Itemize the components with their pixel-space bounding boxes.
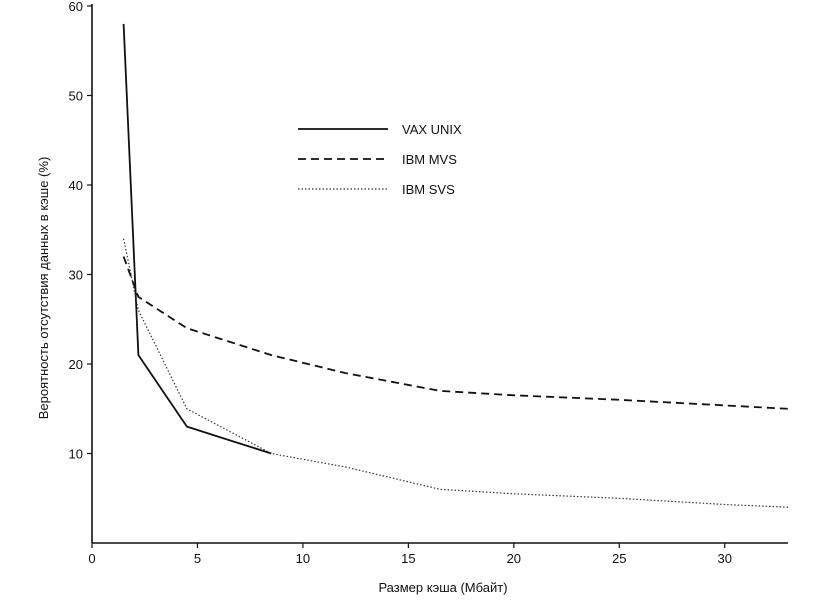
y-tick-label: 60 (69, 0, 83, 14)
legend-label: VAX UNIX (402, 122, 462, 137)
x-tick-label: 0 (88, 551, 95, 566)
legend-label: IBM SVS (402, 182, 455, 197)
chart-axes: 0 5 10 15 20 25 30 10 20 30 40 50 60 (69, 0, 788, 566)
series-line-ibm-mvs (122, 256, 789, 410)
series-layer (122, 23, 789, 508)
x-tick-label: 10 (296, 551, 310, 566)
y-tick-label: 20 (69, 357, 83, 372)
series-line-vax-unix (122, 23, 272, 455)
y-tick-label: 50 (69, 89, 83, 104)
x-tick-label: 30 (717, 551, 731, 566)
y-tick-label: 40 (69, 178, 83, 193)
x-tick-label: 15 (401, 551, 415, 566)
legend-label: IBM MVS (402, 152, 457, 167)
legend: VAX UNIX IBM MVS IBM SVS (298, 122, 462, 197)
y-ticks: 10 20 30 40 50 60 (69, 0, 92, 462)
x-tick-label: 20 (507, 551, 521, 566)
y-tick-label: 30 (69, 268, 83, 283)
y-tick-label: 10 (69, 447, 83, 462)
x-tick-label: 5 (194, 551, 201, 566)
y-axis-title: Вероятность отсутствия данных в кэше (%) (36, 157, 51, 420)
x-ticks: 0 5 10 15 20 25 30 (88, 543, 732, 566)
x-axis-title: Размер кэша (Мбайт) (378, 580, 507, 595)
x-tick-label: 25 (612, 551, 626, 566)
series-line-ibm-svs (123, 238, 789, 508)
